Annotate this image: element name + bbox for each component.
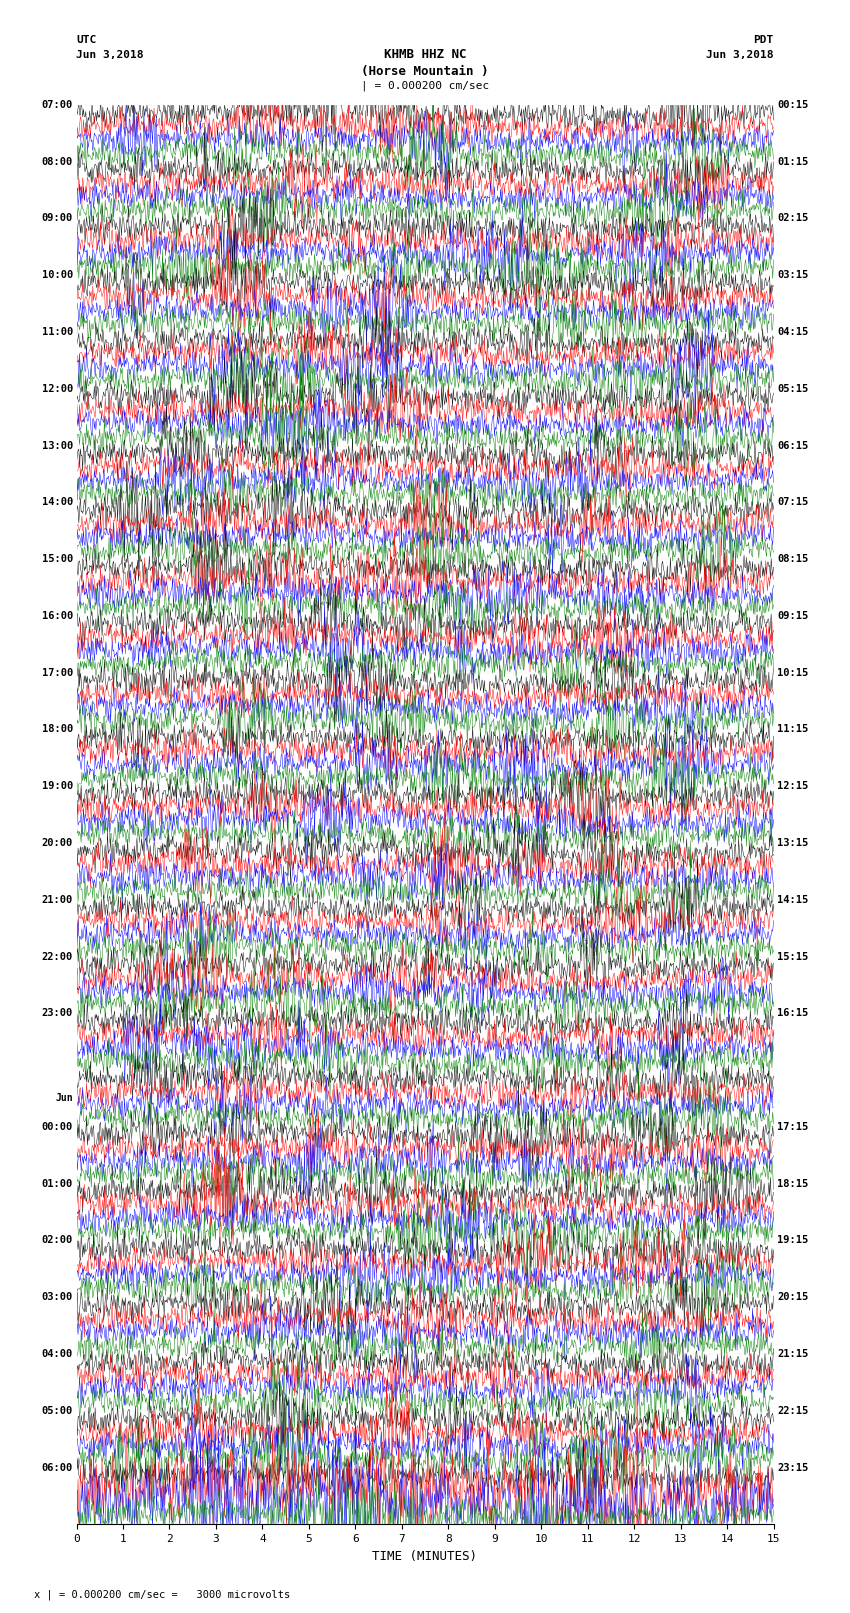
Text: 05:15: 05:15 bbox=[777, 384, 808, 394]
Text: 06:15: 06:15 bbox=[777, 440, 808, 450]
Text: 13:00: 13:00 bbox=[42, 440, 73, 450]
Text: 08:15: 08:15 bbox=[777, 555, 808, 565]
Text: 00:00: 00:00 bbox=[42, 1123, 73, 1132]
Text: 04:15: 04:15 bbox=[777, 327, 808, 337]
Text: 13:15: 13:15 bbox=[777, 839, 808, 848]
Text: 20:15: 20:15 bbox=[777, 1292, 808, 1302]
Text: 08:00: 08:00 bbox=[42, 156, 73, 166]
Text: 01:00: 01:00 bbox=[42, 1179, 73, 1189]
Text: 11:00: 11:00 bbox=[42, 327, 73, 337]
Text: 04:00: 04:00 bbox=[42, 1348, 73, 1358]
Text: 00:15: 00:15 bbox=[777, 100, 808, 110]
Text: 22:15: 22:15 bbox=[777, 1407, 808, 1416]
Text: 07:00: 07:00 bbox=[42, 100, 73, 110]
Text: 06:00: 06:00 bbox=[42, 1463, 73, 1473]
Text: 15:00: 15:00 bbox=[42, 555, 73, 565]
Text: 03:15: 03:15 bbox=[777, 271, 808, 281]
Text: 19:00: 19:00 bbox=[42, 781, 73, 790]
Text: KHMB HHZ NC: KHMB HHZ NC bbox=[383, 48, 467, 61]
Text: 17:15: 17:15 bbox=[777, 1123, 808, 1132]
Text: 01:15: 01:15 bbox=[777, 156, 808, 166]
Text: 02:00: 02:00 bbox=[42, 1236, 73, 1245]
Text: 07:15: 07:15 bbox=[777, 497, 808, 506]
Text: 18:15: 18:15 bbox=[777, 1179, 808, 1189]
Text: Jun: Jun bbox=[55, 1094, 73, 1103]
Text: Jun 3,2018: Jun 3,2018 bbox=[706, 50, 774, 60]
Text: 14:15: 14:15 bbox=[777, 895, 808, 905]
Text: 03:00: 03:00 bbox=[42, 1292, 73, 1302]
Text: x | = 0.000200 cm/sec =   3000 microvolts: x | = 0.000200 cm/sec = 3000 microvolts bbox=[34, 1589, 290, 1600]
Text: 10:00: 10:00 bbox=[42, 271, 73, 281]
X-axis label: TIME (MINUTES): TIME (MINUTES) bbox=[372, 1550, 478, 1563]
Text: PDT: PDT bbox=[753, 35, 774, 45]
Text: 21:15: 21:15 bbox=[777, 1348, 808, 1358]
Text: 15:15: 15:15 bbox=[777, 952, 808, 961]
Text: 16:00: 16:00 bbox=[42, 611, 73, 621]
Text: 05:00: 05:00 bbox=[42, 1407, 73, 1416]
Text: 18:00: 18:00 bbox=[42, 724, 73, 734]
Text: 22:00: 22:00 bbox=[42, 952, 73, 961]
Text: 20:00: 20:00 bbox=[42, 839, 73, 848]
Text: 02:15: 02:15 bbox=[777, 213, 808, 223]
Text: Jun 3,2018: Jun 3,2018 bbox=[76, 50, 144, 60]
Text: 09:00: 09:00 bbox=[42, 213, 73, 223]
Text: 17:00: 17:00 bbox=[42, 668, 73, 677]
Text: 19:15: 19:15 bbox=[777, 1236, 808, 1245]
Text: 23:15: 23:15 bbox=[777, 1463, 808, 1473]
Text: 12:00: 12:00 bbox=[42, 384, 73, 394]
Text: 12:15: 12:15 bbox=[777, 781, 808, 790]
Text: 21:00: 21:00 bbox=[42, 895, 73, 905]
Text: 14:00: 14:00 bbox=[42, 497, 73, 506]
Text: 10:15: 10:15 bbox=[777, 668, 808, 677]
Text: UTC: UTC bbox=[76, 35, 97, 45]
Text: 23:00: 23:00 bbox=[42, 1008, 73, 1018]
Text: (Horse Mountain ): (Horse Mountain ) bbox=[361, 65, 489, 77]
Text: 09:15: 09:15 bbox=[777, 611, 808, 621]
Text: | = 0.000200 cm/sec: | = 0.000200 cm/sec bbox=[361, 81, 489, 92]
Text: 16:15: 16:15 bbox=[777, 1008, 808, 1018]
Text: 11:15: 11:15 bbox=[777, 724, 808, 734]
